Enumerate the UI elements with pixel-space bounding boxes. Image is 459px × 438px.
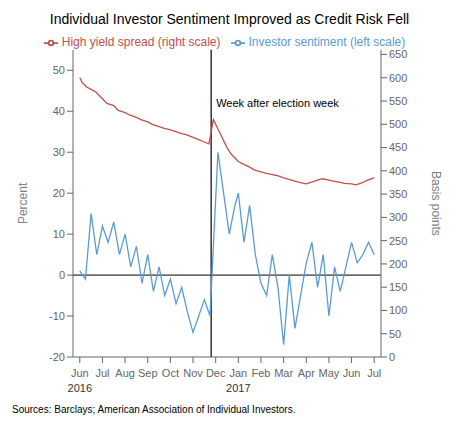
svg-text:250: 250 xyxy=(389,235,407,247)
svg-text:0: 0 xyxy=(389,351,395,363)
svg-text:Aug: Aug xyxy=(115,367,135,379)
svg-text:Percent: Percent xyxy=(16,182,30,224)
svg-text:50: 50 xyxy=(389,328,401,340)
svg-text:50: 50 xyxy=(53,64,65,76)
svg-text:150: 150 xyxy=(389,281,407,293)
svg-text:Apr: Apr xyxy=(298,367,315,379)
svg-text:400: 400 xyxy=(389,165,407,177)
svg-text:Nov: Nov xyxy=(183,367,203,379)
html-text:Investor sentiment (left scale: Investor sentiment (left scale) xyxy=(248,35,406,49)
svg-text:Basis points: Basis points xyxy=(429,171,443,236)
svg-text:Jul: Jul xyxy=(367,367,381,379)
html-text:Individual Investor Sentiment: Individual Investor Sentiment Improved a… xyxy=(49,11,410,27)
svg-text:10: 10 xyxy=(53,228,65,240)
svg-text:30: 30 xyxy=(53,146,65,158)
svg-text:650: 650 xyxy=(389,48,407,60)
html-text:Sources: Barclays; American As: Sources: Barclays; American Association … xyxy=(12,404,296,415)
svg-text:0: 0 xyxy=(59,269,65,281)
svg-text:500: 500 xyxy=(389,118,407,130)
svg-text:Feb: Feb xyxy=(251,367,270,379)
svg-text:550: 550 xyxy=(389,95,407,107)
svg-text:350: 350 xyxy=(389,188,407,200)
svg-text:-10: -10 xyxy=(49,310,65,322)
svg-text:2016: 2016 xyxy=(68,382,92,394)
svg-text:2017: 2017 xyxy=(226,382,250,394)
svg-text:20: 20 xyxy=(53,187,65,199)
svg-text:Jun: Jun xyxy=(343,367,361,379)
svg-text:-20: -20 xyxy=(49,351,65,363)
svg-text:100: 100 xyxy=(389,304,407,316)
svg-text:Mar: Mar xyxy=(274,367,293,379)
svg-text:200: 200 xyxy=(389,258,407,270)
svg-text:Jan: Jan xyxy=(229,367,247,379)
svg-text:Oct: Oct xyxy=(162,367,179,379)
svg-text:Sep: Sep xyxy=(138,367,158,379)
svg-text:600: 600 xyxy=(389,72,407,84)
svg-text:450: 450 xyxy=(389,141,407,153)
svg-text:Jul: Jul xyxy=(95,367,109,379)
svg-text:300: 300 xyxy=(389,211,407,223)
svg-text:May: May xyxy=(319,367,340,379)
svg-text:40: 40 xyxy=(53,105,65,117)
html-text:High yield spread (right scale: High yield spread (right scale) xyxy=(61,35,221,49)
svg-text:Jun: Jun xyxy=(71,367,89,379)
svg-text:Week after election week: Week after election week xyxy=(216,97,339,109)
svg-text:Dec: Dec xyxy=(206,367,226,379)
